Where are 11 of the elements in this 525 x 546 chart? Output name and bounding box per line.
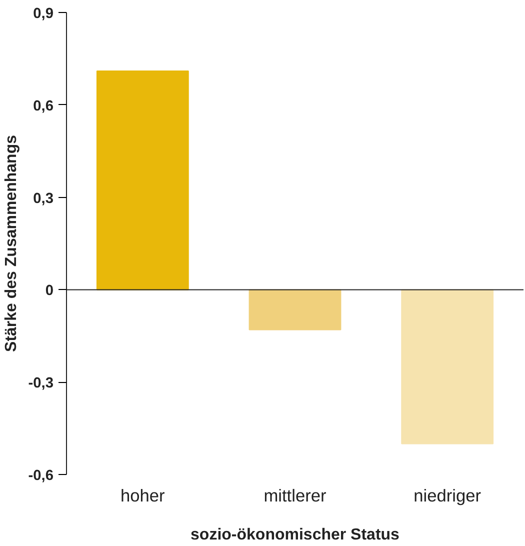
- y-axis-title: Stärke des Zusammenhangs: [3, 134, 20, 352]
- y-tick-label: -0,3: [28, 376, 54, 392]
- x-tick-label: mittlerer: [264, 486, 327, 506]
- y-tick-label: 0,6: [33, 98, 54, 114]
- y-tick-label: 0,9: [33, 6, 54, 22]
- y-tick-label: 0,3: [33, 190, 54, 207]
- x-tick-label: hoher: [120, 486, 166, 506]
- y-tick-label: 0: [45, 283, 54, 300]
- x-axis-title: sozio-ökonomischer Status: [190, 526, 400, 544]
- x-tick-label: niedriger: [414, 486, 482, 506]
- y-tick-label: -0,6: [28, 468, 54, 484]
